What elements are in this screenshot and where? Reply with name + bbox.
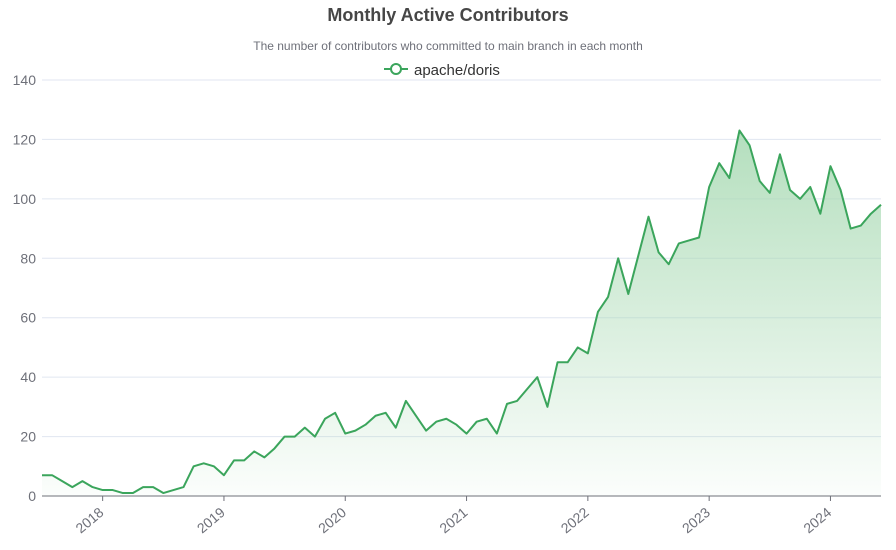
y-axis-ticks: 0 20 40 60 80 100 120 140 <box>13 72 37 504</box>
y-tick-label: 40 <box>20 369 36 385</box>
y-tick-label: 140 <box>13 72 37 88</box>
series-area <box>42 130 881 496</box>
x-tick-label: 2024 <box>800 504 834 536</box>
x-axis-ticks: 2018 2019 2020 2021 2022 2023 2024 <box>72 496 835 536</box>
x-tick-label: 2022 <box>558 504 592 536</box>
chart-subtitle: The number of contributors who committed… <box>253 39 643 53</box>
x-tick-label: 2018 <box>72 504 106 536</box>
x-tick-label: 2021 <box>436 504 470 536</box>
legend-label: apache/doris <box>414 62 500 79</box>
grid-lines <box>42 79 881 438</box>
y-tick-label: 60 <box>20 310 36 326</box>
y-tick-label: 100 <box>13 191 37 207</box>
x-tick-label: 2020 <box>315 504 349 536</box>
y-tick-label: 20 <box>20 429 36 445</box>
y-tick-label: 0 <box>28 488 36 504</box>
y-tick-label: 120 <box>13 131 37 147</box>
legend[interactable]: apache/doris <box>384 62 500 79</box>
legend-circle-marker <box>390 63 402 75</box>
series-line[interactable] <box>42 129 882 495</box>
chart-title: Monthly Active Contributors <box>327 5 568 25</box>
y-tick-label: 80 <box>20 250 36 266</box>
x-tick-label: 2019 <box>194 504 228 536</box>
x-tick-label: 2023 <box>679 504 713 536</box>
